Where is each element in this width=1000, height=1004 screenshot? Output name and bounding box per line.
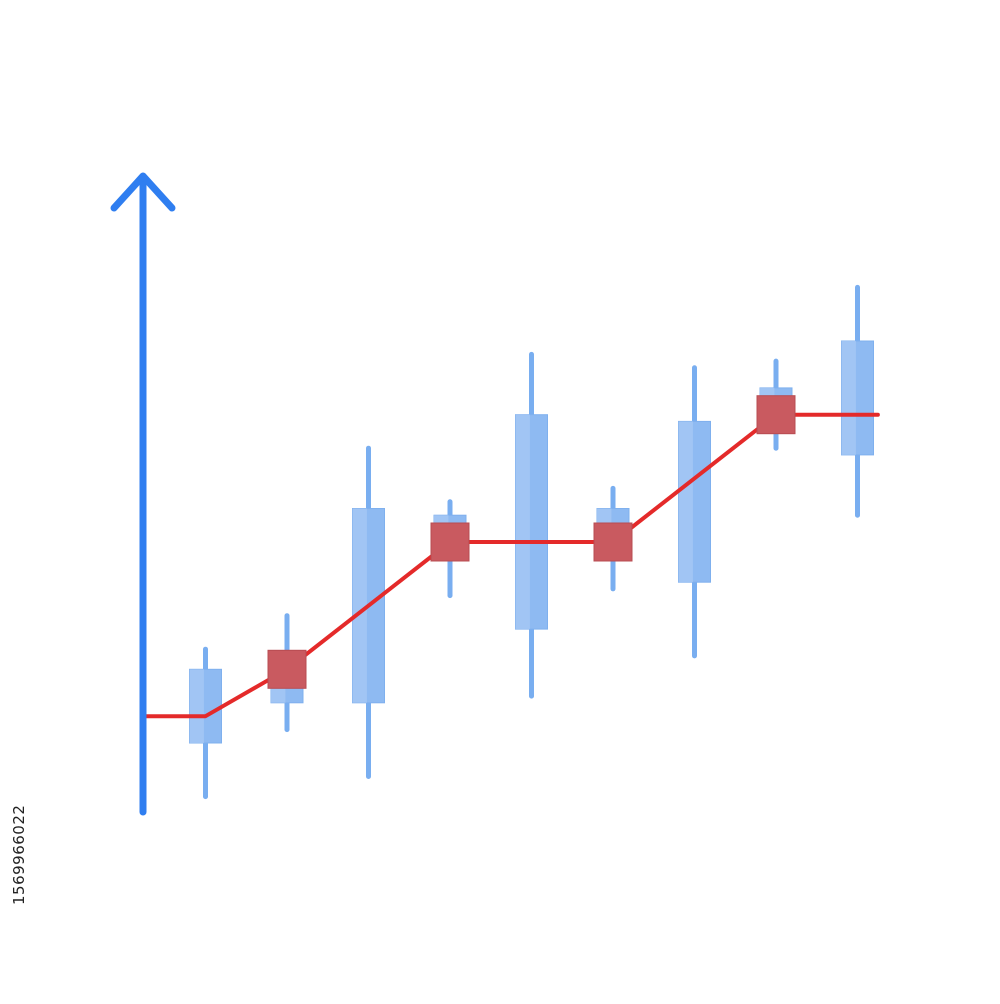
trend-marker-1 — [267, 649, 307, 689]
candle-9 — [841, 284, 874, 518]
candle-highlight — [515, 414, 530, 630]
stock-id-label: 1569966022 — [10, 804, 28, 905]
trend-marker-4 — [756, 395, 796, 435]
candle-1 — [189, 646, 222, 800]
candle-highlight — [841, 341, 856, 455]
candle-7 — [678, 365, 711, 659]
candle-5 — [515, 351, 548, 699]
y-axis — [110, 172, 176, 816]
trend-marker-2 — [430, 522, 470, 562]
candle-highlight — [678, 421, 693, 583]
candle-highlight — [352, 508, 367, 703]
up-arrow-icon — [110, 172, 176, 212]
trend-marker-3 — [593, 522, 633, 562]
trend-line — [142, 412, 880, 719]
trend-line-layer — [142, 395, 880, 719]
candle-highlight — [189, 669, 204, 743]
